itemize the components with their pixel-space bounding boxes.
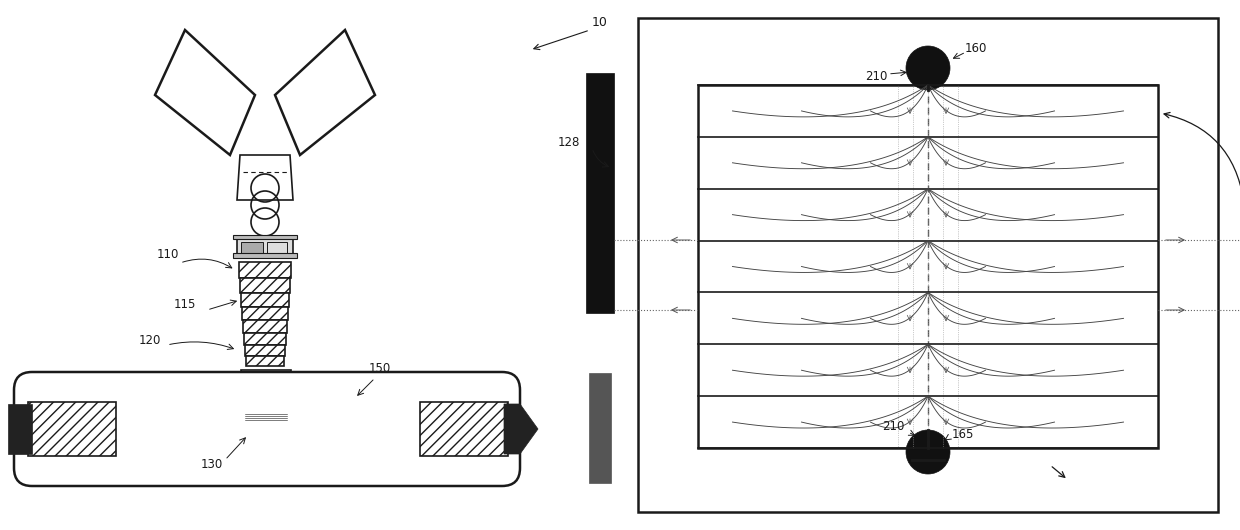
Polygon shape (237, 238, 293, 258)
Bar (246, 356, 284, 366)
Bar (29, 402, 117, 456)
Bar (244, 333, 286, 345)
Bar (420, 402, 508, 456)
Text: 160: 160 (965, 41, 987, 55)
Bar (267, 242, 286, 254)
Text: 150: 150 (368, 361, 391, 375)
Text: 110: 110 (156, 249, 180, 261)
Bar (589, 373, 611, 483)
Bar (7, 404, 32, 454)
Text: 10: 10 (591, 15, 608, 29)
Bar (233, 235, 298, 239)
Bar (239, 262, 291, 278)
Text: 115: 115 (174, 298, 196, 312)
Bar (639, 18, 1218, 512)
Bar (242, 307, 288, 320)
Text: 130: 130 (201, 458, 223, 472)
Bar (241, 278, 290, 293)
Bar (241, 370, 291, 422)
Bar (246, 345, 285, 356)
Bar (241, 242, 263, 254)
Polygon shape (237, 155, 293, 200)
Circle shape (906, 46, 950, 90)
Bar (243, 320, 286, 333)
Polygon shape (503, 404, 538, 454)
Bar (233, 253, 298, 258)
Bar (241, 293, 289, 307)
Text: 210: 210 (864, 69, 887, 83)
FancyBboxPatch shape (14, 372, 520, 486)
Bar (246, 374, 286, 416)
Bar (698, 85, 1158, 448)
Circle shape (260, 390, 269, 398)
Text: 210: 210 (882, 420, 904, 434)
Text: 128: 128 (558, 137, 580, 149)
Text: 165: 165 (952, 428, 975, 440)
Text: 120: 120 (139, 333, 161, 347)
Polygon shape (155, 30, 255, 155)
Circle shape (906, 430, 950, 474)
Bar (587, 73, 614, 313)
Polygon shape (275, 30, 374, 155)
